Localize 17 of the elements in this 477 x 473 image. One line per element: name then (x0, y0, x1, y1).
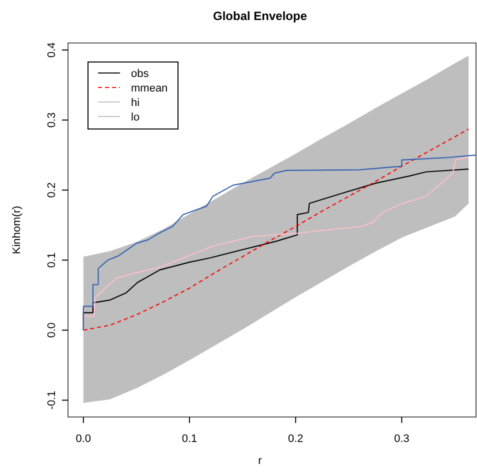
chart-title: Global Envelope (212, 9, 308, 23)
legend-label: lo (131, 112, 140, 124)
x-tick-label: 0.3 (394, 433, 410, 445)
legend-label: obs (131, 68, 150, 80)
x-axis-title: r (258, 455, 262, 467)
x-tick-label: 0.0 (76, 433, 92, 445)
y-tick-label: 0.0 (46, 322, 58, 338)
y-tick-label: 0.1 (46, 252, 58, 268)
x-tick-label: 0.1 (182, 433, 198, 445)
y-tick-label: 0.2 (46, 182, 58, 198)
y-tick-label: 0.3 (46, 112, 58, 128)
y-tick-label: -0.1 (46, 390, 58, 410)
y-axis-title: Kinhom(r) (11, 206, 23, 254)
x-tick-label: 0.2 (288, 433, 304, 445)
legend-label: hi (131, 97, 140, 109)
y-tick-label: 0.4 (46, 42, 58, 58)
legend-label: mmean (131, 82, 168, 94)
